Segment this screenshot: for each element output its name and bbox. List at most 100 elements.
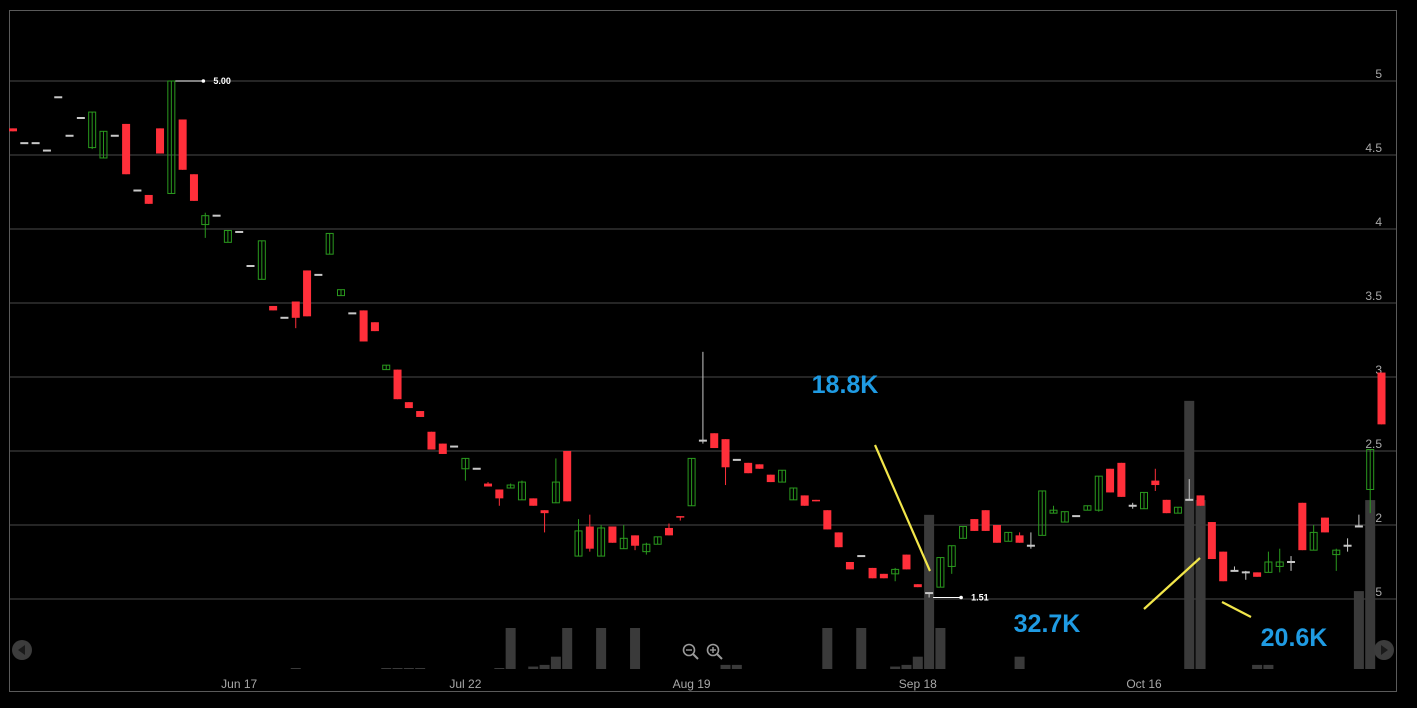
candle-body [619, 537, 628, 550]
candle-body [1343, 544, 1352, 547]
candle-body [529, 498, 538, 506]
candle-body [1094, 475, 1103, 511]
candle-body [766, 474, 775, 483]
candle-body [223, 229, 232, 243]
candle-body [845, 562, 854, 570]
candle-body [484, 483, 493, 487]
candle-body [359, 310, 368, 342]
candle-body [755, 464, 764, 469]
volume-bar [415, 668, 426, 669]
candle-body [1015, 535, 1024, 543]
candle-body [585, 526, 594, 549]
candle-body [812, 499, 821, 502]
candle-body [959, 525, 968, 539]
y-tick-label: 2 [1375, 511, 1382, 525]
volume-bar [1365, 500, 1376, 669]
chevron-left-icon [18, 645, 25, 655]
candle-body [1038, 490, 1047, 536]
candle-body [868, 567, 877, 579]
level-markers: 5.00 1.51 [175, 76, 989, 603]
candle-body [1026, 544, 1035, 547]
candle-body [42, 149, 51, 152]
y-tick-label: 4 [1375, 215, 1382, 229]
candle-body [1049, 509, 1058, 514]
candle-body [1151, 480, 1160, 486]
candle-body [31, 142, 40, 145]
candle-body [336, 289, 345, 297]
candle-body [834, 532, 843, 548]
candle-body [212, 214, 221, 217]
annotation-label: 32.7K [1014, 610, 1081, 638]
candle-body [732, 458, 741, 461]
y-tick-label: 3.5 [1365, 289, 1382, 303]
candle-body [450, 445, 459, 448]
annotation-arrow [1221, 601, 1252, 618]
candle-body [947, 545, 956, 567]
zoom-out-icon [682, 643, 696, 657]
candle-body [156, 128, 165, 154]
candle-body [653, 536, 662, 545]
volume-bar [1014, 656, 1025, 669]
candle-body [1117, 462, 1126, 497]
candle-body [280, 316, 289, 319]
zoom-in-icon [706, 643, 720, 657]
volume-bar [1353, 591, 1364, 669]
volume-bar [494, 668, 505, 669]
candle-body [1185, 498, 1194, 501]
candle-body [778, 469, 787, 483]
candle-body [1219, 551, 1228, 582]
candle-body [76, 117, 85, 119]
chart-frame [9, 10, 1397, 692]
candle-body [608, 526, 617, 543]
candle-body [1320, 517, 1329, 533]
volume-bar [935, 628, 946, 669]
candle-body [1162, 499, 1171, 514]
annotation-label: 20.6K [1261, 624, 1328, 652]
candle-body [314, 273, 323, 276]
candle-body [540, 510, 549, 514]
candle-body [597, 527, 606, 557]
volume-bar [1195, 500, 1206, 669]
annotation-arrow [1143, 557, 1201, 610]
candle-body [1253, 572, 1262, 577]
volume-bars [290, 400, 1376, 669]
candle-body [687, 457, 696, 507]
annotation-arrows [873, 444, 1252, 618]
candle-body [65, 134, 74, 137]
zoom-in-handle [716, 653, 723, 660]
candle-body [1354, 525, 1363, 528]
scroll-right-button[interactable] [1374, 640, 1394, 660]
volume-bar [901, 664, 912, 669]
annotations: 18.8K 32.7K 20.6K [812, 371, 1328, 652]
candle-body [913, 584, 922, 588]
candle-body [744, 462, 753, 474]
zoom-in-button[interactable] [706, 643, 723, 660]
grid-lines [10, 80, 1396, 600]
volume-bar [403, 668, 414, 669]
candle-body [992, 525, 1001, 543]
candle-body [201, 215, 210, 226]
scroll-left-button[interactable] [12, 640, 32, 660]
candle-body [427, 431, 436, 450]
candle-body [857, 555, 866, 558]
zoom-out-button[interactable] [682, 643, 699, 660]
candle-body [1106, 468, 1115, 493]
candle-body [1332, 549, 1341, 556]
level-label: 1.51 [971, 593, 989, 603]
candle-body [891, 568, 900, 575]
x-tick-label: Aug 19 [673, 677, 711, 691]
candle-body [1275, 561, 1284, 567]
y-tick-label: 2.5 [1365, 437, 1382, 451]
candle-body [721, 439, 730, 468]
candle-body [1128, 504, 1137, 507]
y-tick-label: 3 [1375, 363, 1382, 377]
candle-body [1207, 522, 1216, 560]
candle-body [235, 230, 244, 233]
candle-body [1298, 502, 1307, 551]
candle-body [664, 527, 673, 536]
candle-body [574, 530, 583, 557]
annotation-label: 18.8K [812, 371, 879, 399]
volume-bar [528, 666, 539, 669]
volume-bar [731, 664, 742, 669]
